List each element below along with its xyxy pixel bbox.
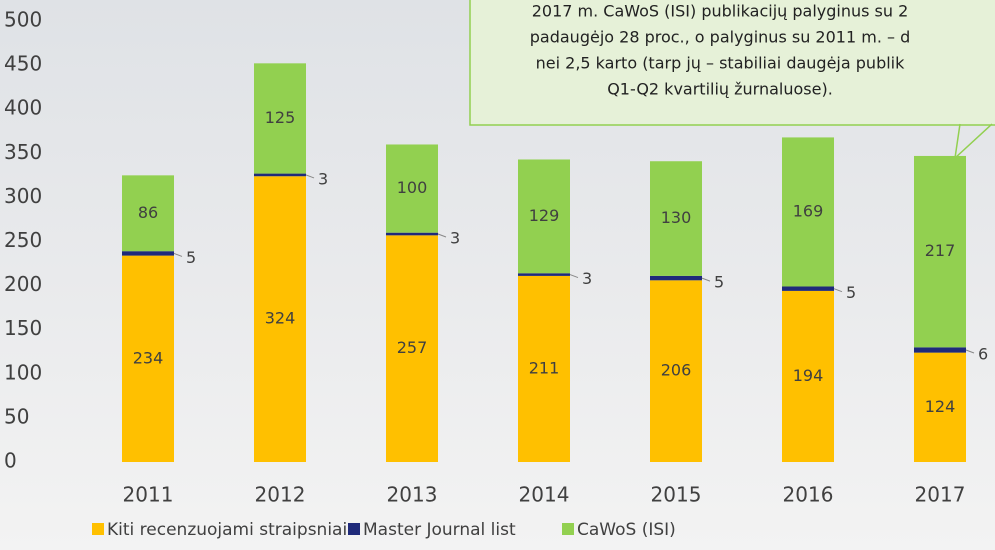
annotation-line: 2017 m. CaWoS (ISI) publikacijų palyginu… — [532, 2, 909, 21]
value-label: 129 — [529, 206, 560, 225]
bar-segment — [122, 251, 174, 255]
value-label: 3 — [318, 169, 328, 188]
y-tick-label: 100 — [4, 360, 42, 384]
y-tick-label: 450 — [4, 52, 42, 76]
value-label: 124 — [925, 397, 956, 416]
bar-segment — [914, 347, 966, 352]
value-label: 211 — [529, 358, 560, 377]
y-tick-label: 200 — [4, 272, 42, 296]
legend-label: Kiti recenzuojami straipsniai — [107, 520, 347, 540]
value-label: 169 — [793, 201, 824, 220]
annotation-line: nei 2,5 karto (tarp jų – stabiliai daugė… — [536, 54, 905, 73]
bar-segment — [386, 233, 438, 236]
value-label: 257 — [397, 338, 428, 357]
x-tick-label: 2017 — [915, 483, 966, 507]
x-tick-label: 2014 — [519, 483, 570, 507]
value-label: 130 — [661, 208, 692, 227]
value-label: 194 — [793, 366, 824, 385]
value-label: 3 — [582, 269, 592, 288]
x-tick-label: 2015 — [651, 483, 702, 507]
legend-label: Master Journal list — [363, 520, 516, 540]
value-label: 86 — [138, 203, 158, 222]
value-label: 217 — [925, 241, 956, 260]
legend-swatch — [562, 523, 574, 535]
value-label: 125 — [265, 108, 296, 127]
bar-segment — [518, 273, 570, 276]
y-tick-label: 250 — [4, 228, 42, 252]
y-tick-label: 400 — [4, 96, 42, 120]
value-label: 100 — [397, 178, 428, 197]
annotation-line: padaugėjo 28 proc., o palyginus su 2011 … — [530, 28, 910, 47]
y-tick-label: 50 — [4, 404, 29, 428]
legend-swatch — [348, 523, 360, 535]
y-tick-label: 500 — [4, 8, 42, 32]
value-label: 6 — [978, 344, 988, 363]
y-tick-label: 300 — [4, 184, 42, 208]
value-label: 5 — [186, 248, 196, 267]
x-tick-label: 2011 — [123, 483, 174, 507]
value-label: 324 — [265, 309, 296, 328]
x-tick-label: 2016 — [783, 483, 834, 507]
x-tick-label: 2013 — [387, 483, 438, 507]
page: 0 50 100 150 200 250 300 350 400 450 500 2011 234 5 86… — [0, 0, 995, 550]
value-label: 5 — [846, 283, 856, 302]
x-tick-label: 2012 — [255, 483, 306, 507]
bar-segment — [254, 174, 306, 177]
value-label: 5 — [714, 273, 724, 292]
bar-segment — [782, 286, 834, 290]
chart: 0 50 100 150 200 250 300 350 400 450 500 2011 234 5 86… — [0, 0, 995, 550]
value-label: 206 — [661, 361, 692, 380]
legend-swatch — [92, 523, 104, 535]
y-tick-label: 0 — [4, 449, 17, 473]
y-tick-label: 150 — [4, 316, 42, 340]
value-label: 234 — [133, 348, 164, 367]
bar-segment — [650, 276, 702, 280]
value-label: 3 — [450, 229, 460, 248]
y-tick-label: 350 — [4, 140, 42, 164]
legend-label: CaWoS (ISI) — [577, 520, 676, 540]
annotation-line: Q1-Q2 kvartilių žurnaluose). — [607, 80, 833, 99]
